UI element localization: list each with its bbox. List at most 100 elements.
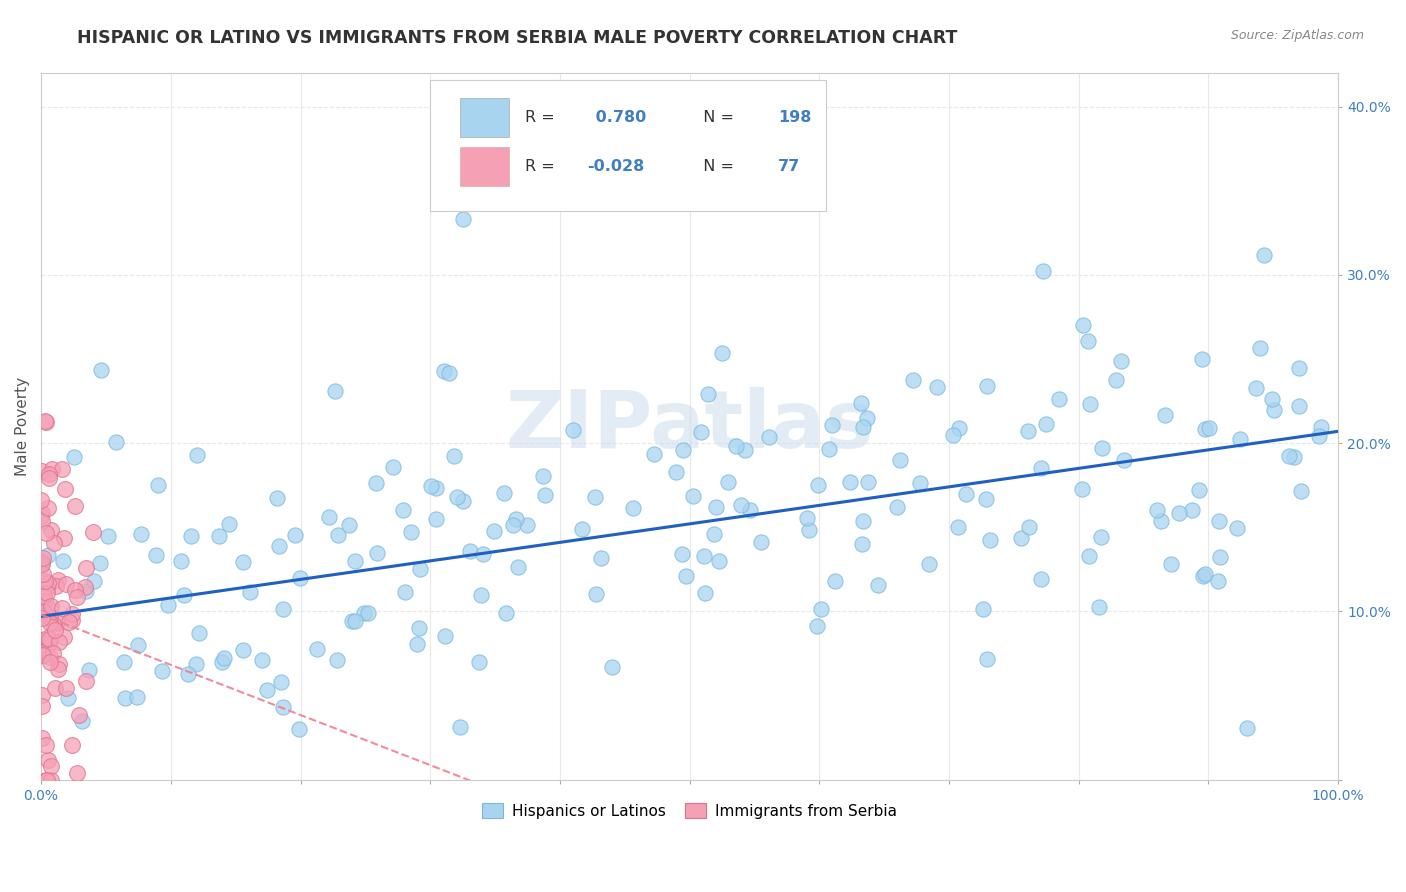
Text: 77: 77 <box>778 160 800 175</box>
Point <box>758 430 780 444</box>
Text: R =: R = <box>524 110 560 125</box>
Point <box>976 379 998 393</box>
Point <box>1249 341 1271 355</box>
Point <box>703 526 725 541</box>
Point <box>31 506 53 520</box>
Point <box>31 644 53 658</box>
Point <box>105 435 128 450</box>
Point <box>1226 521 1249 535</box>
Point <box>232 643 254 657</box>
Point <box>38 632 60 646</box>
Point <box>697 387 720 401</box>
Point <box>408 622 430 636</box>
Point <box>1035 417 1057 431</box>
Point <box>1109 354 1132 368</box>
Text: R =: R = <box>524 160 560 175</box>
Point <box>1261 392 1284 406</box>
Point <box>399 525 422 540</box>
Text: -0.028: -0.028 <box>588 160 644 175</box>
Point <box>437 366 460 380</box>
Point <box>724 439 747 453</box>
Point <box>53 482 76 496</box>
Point <box>31 731 53 745</box>
Point <box>326 528 349 542</box>
Point <box>730 498 752 512</box>
Text: Source: ZipAtlas.com: Source: ZipAtlas.com <box>1230 29 1364 42</box>
Point <box>740 503 762 517</box>
Point <box>409 562 432 576</box>
Point <box>32 567 55 582</box>
Point <box>1032 264 1054 278</box>
Point <box>186 449 208 463</box>
Point <box>44 623 66 637</box>
Point <box>908 475 931 490</box>
Point <box>1010 532 1032 546</box>
Point <box>75 584 97 599</box>
Point <box>468 655 491 669</box>
Point <box>672 442 695 457</box>
FancyBboxPatch shape <box>460 98 509 136</box>
Point <box>35 772 58 787</box>
Point <box>39 649 62 664</box>
Point <box>901 373 924 387</box>
Point <box>886 500 908 515</box>
Point <box>41 772 63 787</box>
Point <box>186 657 208 671</box>
Point <box>39 632 62 647</box>
Point <box>671 547 693 561</box>
Point <box>35 581 58 595</box>
Point <box>256 683 278 698</box>
Point <box>173 588 195 602</box>
Point <box>942 427 965 442</box>
Point <box>1029 572 1052 586</box>
Point <box>55 577 77 591</box>
Point <box>208 529 231 543</box>
Point <box>150 664 173 678</box>
Point <box>212 651 235 665</box>
Point <box>420 479 443 493</box>
Point <box>271 602 294 616</box>
Point <box>1078 397 1101 411</box>
Point <box>972 601 994 615</box>
Point <box>38 609 60 624</box>
Point <box>1114 453 1136 467</box>
Point <box>508 560 530 574</box>
Point <box>585 587 607 601</box>
Point <box>127 690 149 704</box>
Point <box>32 648 55 663</box>
Point <box>1288 399 1310 413</box>
Point <box>1288 361 1310 376</box>
Point <box>55 681 77 695</box>
Point <box>90 363 112 377</box>
Y-axis label: Male Poverty: Male Poverty <box>15 376 30 475</box>
Point <box>180 528 202 542</box>
Point <box>458 544 481 558</box>
Point <box>30 492 52 507</box>
Point <box>1070 482 1092 496</box>
Point <box>979 533 1001 548</box>
Point <box>267 540 290 554</box>
Point <box>34 594 56 608</box>
Point <box>305 641 328 656</box>
Point <box>821 417 844 432</box>
Point <box>42 646 65 660</box>
Point <box>583 490 606 504</box>
Point <box>692 549 714 563</box>
Point <box>470 588 492 602</box>
Point <box>838 475 860 489</box>
Point <box>52 554 75 568</box>
Point <box>41 523 63 537</box>
Point <box>34 605 56 619</box>
Point <box>42 617 65 632</box>
Point <box>451 212 474 227</box>
Point <box>806 619 828 633</box>
Point <box>1168 506 1191 520</box>
Point <box>1194 422 1216 436</box>
Point <box>1160 558 1182 572</box>
Point <box>239 584 262 599</box>
Point <box>433 364 456 378</box>
Point <box>266 491 288 506</box>
Point <box>75 561 97 575</box>
Point <box>1153 408 1175 422</box>
Point <box>948 421 970 435</box>
